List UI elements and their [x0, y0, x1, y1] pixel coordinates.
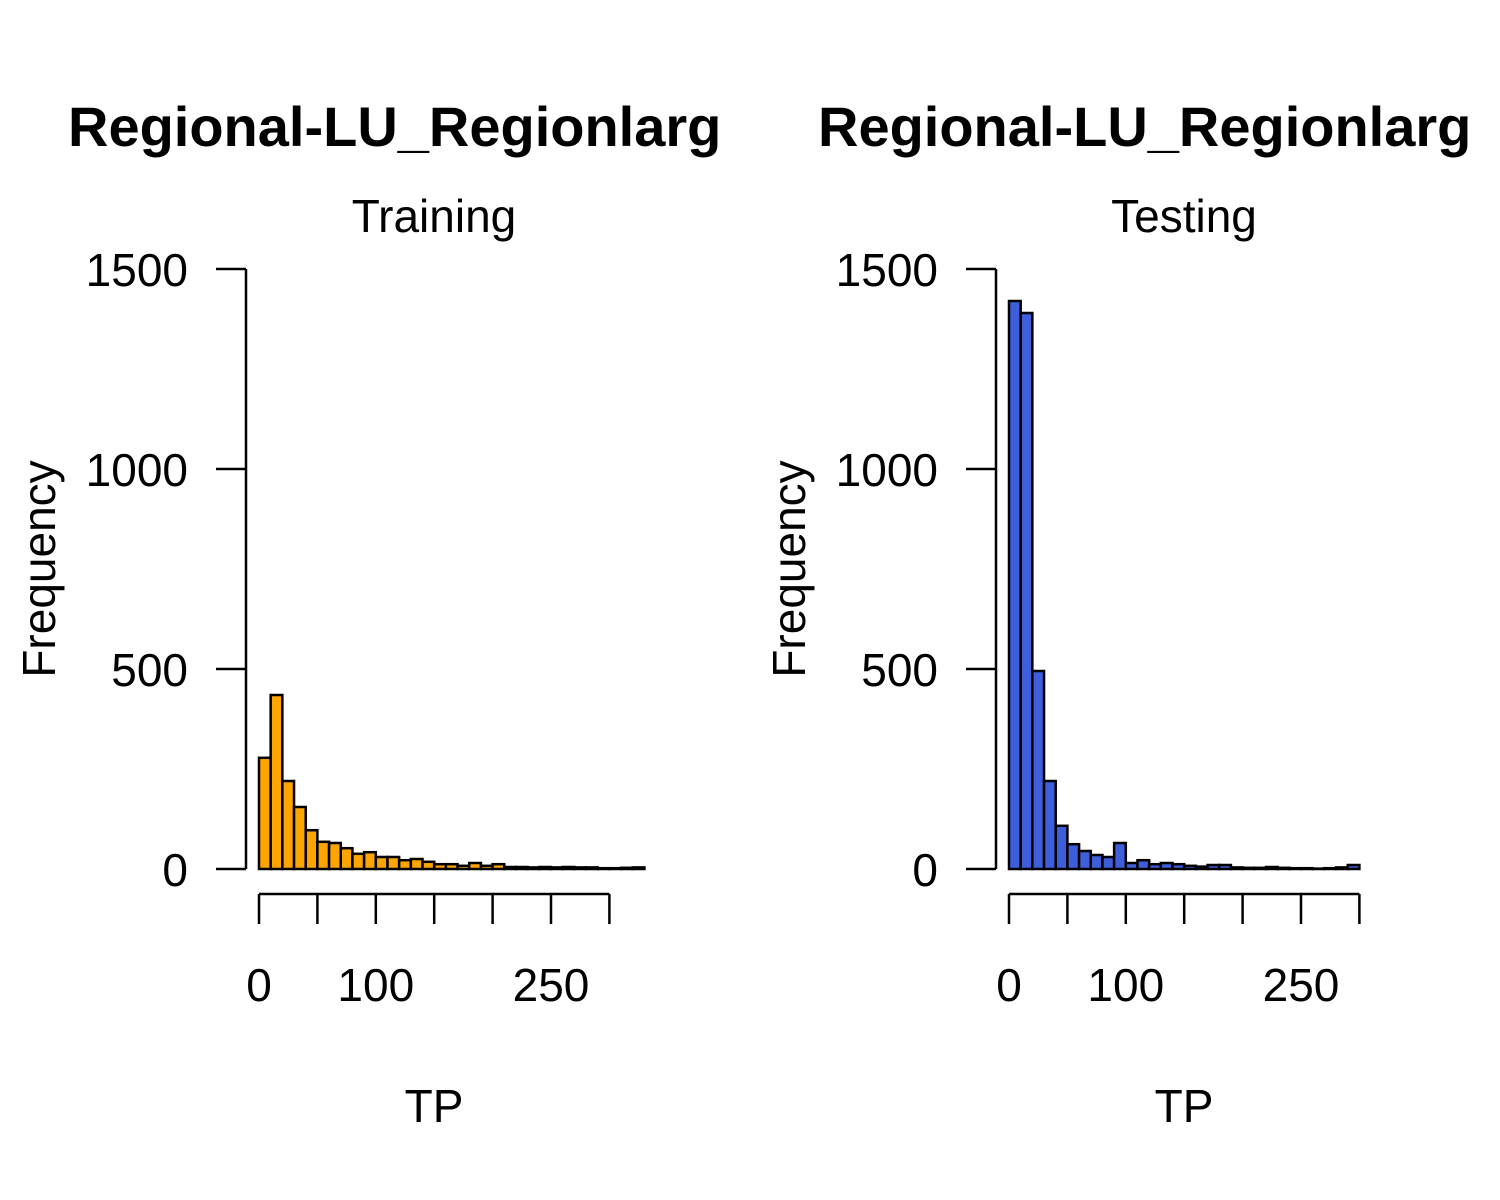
x-axis: 0 100 250 — [996, 892, 1361, 1011]
histogram-bar — [1101, 855, 1116, 871]
x-axis-label: TP — [405, 1080, 464, 1132]
bars — [1007, 299, 1361, 871]
histogram-bar — [1147, 862, 1163, 871]
histogram-bar — [596, 866, 611, 871]
histogram-bar — [397, 858, 413, 871]
histogram-bar — [549, 866, 564, 871]
chart-title: Regional-LU_Regionlarg — [818, 95, 1471, 158]
histogram-bar — [339, 846, 354, 871]
histogram-bar — [584, 866, 599, 871]
histogram-bar — [257, 756, 272, 871]
y-axis-label: Frequency — [763, 460, 815, 677]
chart-subtitle: Training — [352, 190, 516, 242]
histogram-bar — [561, 865, 576, 871]
x-axis: 0 100 250 — [246, 892, 611, 1011]
bars — [257, 693, 646, 871]
histogram-bar — [362, 850, 378, 871]
histogram-bar — [1217, 863, 1233, 871]
histogram-bar — [432, 862, 448, 871]
histogram-bar — [1323, 866, 1338, 871]
histogram-bar — [619, 866, 635, 871]
histogram-bar — [456, 864, 471, 871]
chart-title: Regional-LU_Regionlarg — [68, 95, 721, 158]
y-tick-label: 1000 — [836, 444, 938, 496]
histogram-bar — [1241, 866, 1256, 871]
histogram-bar — [631, 866, 646, 871]
histogram-bar — [479, 864, 494, 871]
histogram-bar — [514, 865, 529, 871]
histogram-bar — [1276, 866, 1291, 871]
histogram-bar — [1346, 863, 1361, 871]
histogram-bar — [1019, 311, 1034, 871]
histogram-bar — [1066, 842, 1081, 871]
histogram-bar — [1299, 866, 1314, 871]
histogram-bar — [1206, 863, 1221, 871]
y-axis: 0 500 1000 1500 — [86, 244, 248, 896]
histogram-bar — [374, 855, 389, 871]
histogram-bar — [1007, 299, 1022, 871]
y-tick-label: 500 — [111, 644, 188, 696]
histogram-bar — [1159, 861, 1174, 871]
histogram-bar — [1054, 824, 1069, 871]
histogram-bar — [304, 828, 319, 871]
x-tick-label: 250 — [1263, 959, 1340, 1011]
testing-panel: Regional-LU_Regionlarg Testing TP Freque… — [763, 95, 1471, 1132]
histogram-bar — [1194, 865, 1209, 871]
chart-subtitle: Testing — [1111, 190, 1257, 242]
histogram-bar — [327, 841, 343, 871]
histogram-bar — [409, 857, 424, 871]
histogram-bar — [1229, 866, 1244, 871]
histogram-bar — [1171, 862, 1186, 871]
y-tick-label: 1000 — [86, 444, 188, 496]
y-tick-label: 1500 — [836, 244, 938, 296]
histogram-bar — [491, 862, 506, 871]
y-axis: 0 500 1000 1500 — [836, 244, 998, 896]
histogram-bar — [526, 866, 541, 871]
histogram-bar — [1182, 864, 1198, 871]
training-panel: Regional-LU_Regionlarg Training TP Frequ… — [13, 95, 721, 1132]
histogram-bar — [573, 866, 588, 871]
histogram-bar — [316, 840, 331, 871]
histogram-bar — [1264, 865, 1279, 871]
x-tick-label: 0 — [996, 959, 1022, 1011]
histogram-bar — [292, 805, 307, 871]
histogram-bar — [503, 865, 518, 871]
histogram-bar — [444, 862, 459, 871]
y-tick-label: 500 — [861, 644, 938, 696]
histogram-bar — [1136, 858, 1151, 871]
histogram-bar — [538, 865, 553, 871]
x-axis-label: TP — [1155, 1080, 1214, 1132]
x-tick-label: 0 — [246, 959, 272, 1011]
histogram-bar — [351, 852, 366, 871]
histogram-bar — [1334, 866, 1349, 871]
histogram-bar — [1253, 866, 1268, 871]
x-tick-label: 250 — [513, 959, 590, 1011]
histogram-bar — [467, 861, 483, 871]
histogram-bar — [1288, 866, 1303, 871]
histogram-bar — [1089, 853, 1104, 871]
y-tick-label: 0 — [912, 844, 938, 896]
histogram-bar — [281, 779, 296, 871]
y-axis-label: Frequency — [13, 460, 65, 677]
histogram-bar — [269, 693, 284, 871]
histogram-bar — [1124, 861, 1139, 871]
histogram-bar — [421, 860, 436, 871]
y-tick-label: 0 — [162, 844, 188, 896]
histogram-bar — [608, 866, 623, 871]
histogram-bar — [386, 855, 401, 871]
histogram-bar — [1042, 779, 1057, 871]
x-tick-label: 100 — [1087, 959, 1164, 1011]
histogram-bar — [1077, 849, 1093, 871]
x-tick-label: 100 — [337, 959, 414, 1011]
histogram-bar — [1112, 841, 1128, 871]
histogram-bar — [1031, 669, 1046, 871]
y-tick-label: 1500 — [86, 244, 188, 296]
